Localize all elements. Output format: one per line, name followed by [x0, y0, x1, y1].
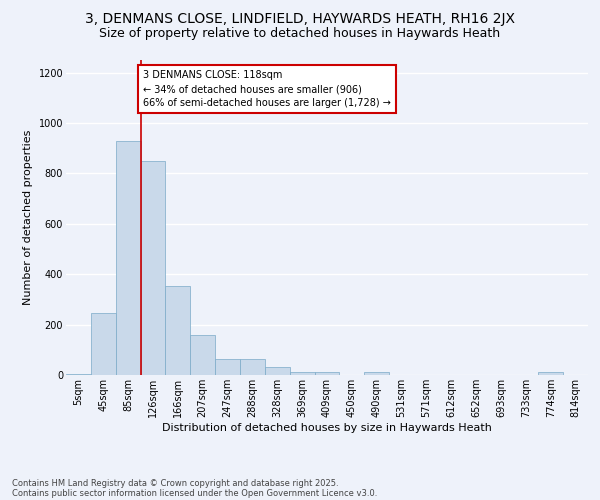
Bar	[314, 372, 340, 375]
Bar	[290, 372, 314, 375]
Bar	[116, 140, 140, 375]
Bar	[364, 372, 389, 375]
Bar	[66, 374, 91, 375]
Bar	[265, 368, 290, 375]
Bar	[538, 372, 563, 375]
Bar	[190, 336, 215, 375]
Bar	[140, 161, 166, 375]
Bar	[240, 359, 265, 375]
Text: Contains public sector information licensed under the Open Government Licence v3: Contains public sector information licen…	[12, 488, 377, 498]
Bar	[215, 358, 240, 375]
Text: Contains HM Land Registry data © Crown copyright and database right 2025.: Contains HM Land Registry data © Crown c…	[12, 478, 338, 488]
Text: 3 DENMANS CLOSE: 118sqm
← 34% of detached houses are smaller (906)
66% of semi-d: 3 DENMANS CLOSE: 118sqm ← 34% of detache…	[143, 70, 391, 108]
Bar	[166, 286, 190, 375]
Y-axis label: Number of detached properties: Number of detached properties	[23, 130, 33, 305]
Bar	[91, 312, 116, 375]
Text: Size of property relative to detached houses in Haywards Heath: Size of property relative to detached ho…	[100, 28, 500, 40]
Text: 3, DENMANS CLOSE, LINDFIELD, HAYWARDS HEATH, RH16 2JX: 3, DENMANS CLOSE, LINDFIELD, HAYWARDS HE…	[85, 12, 515, 26]
X-axis label: Distribution of detached houses by size in Haywards Heath: Distribution of detached houses by size …	[162, 422, 492, 432]
